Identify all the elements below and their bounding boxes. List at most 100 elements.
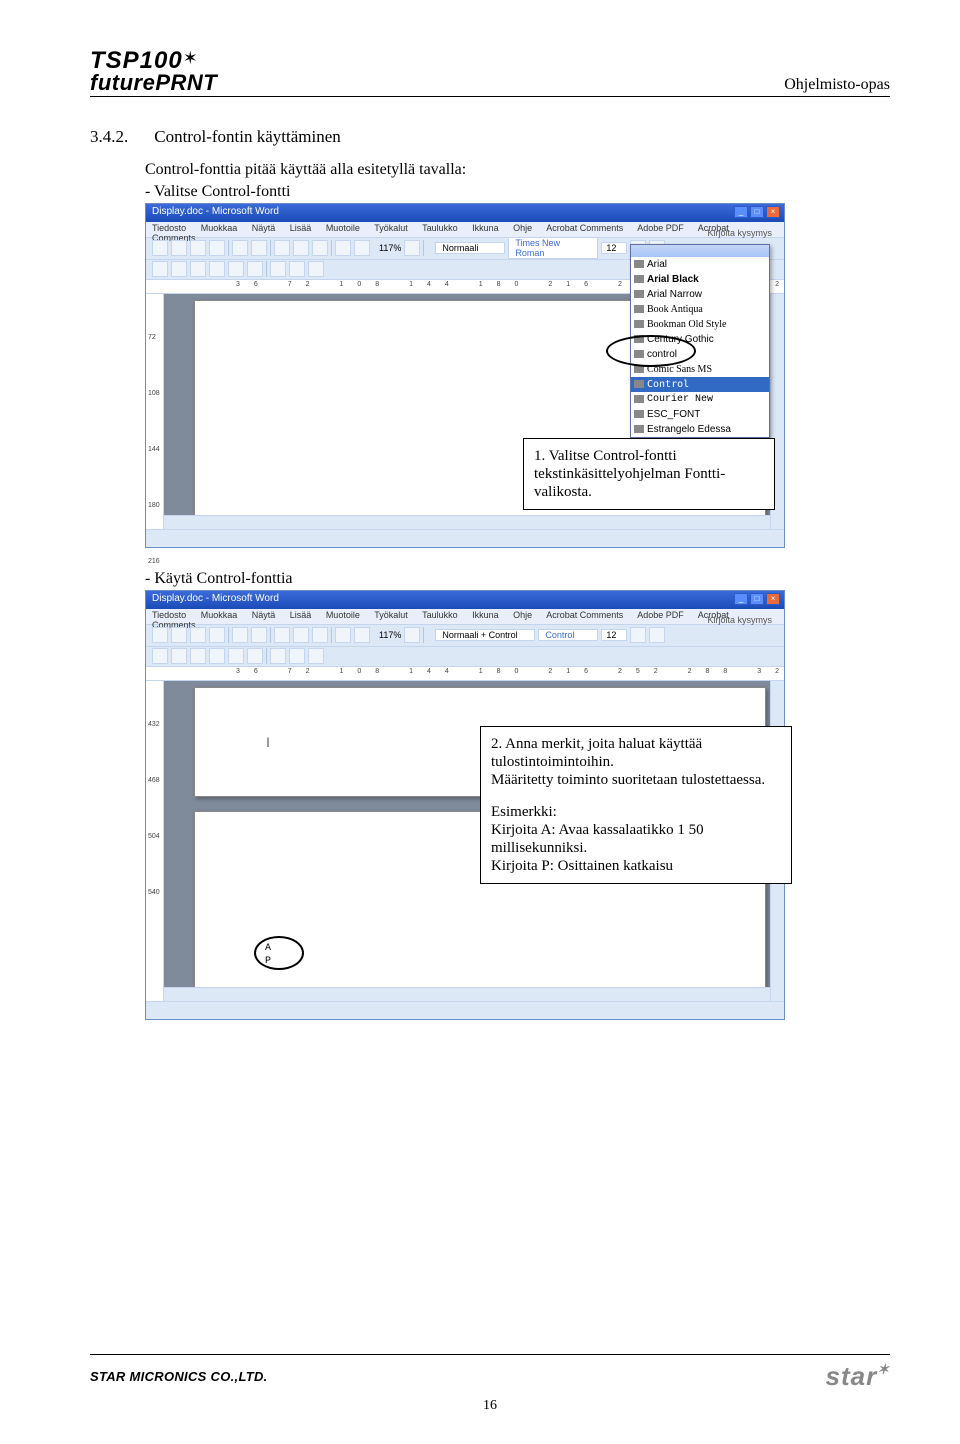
size-dropdown[interactable]: 12 <box>601 242 627 254</box>
menu-view[interactable]: Näytä <box>252 610 276 620</box>
toolbar-button[interactable] <box>232 627 248 643</box>
toolbar-button[interactable] <box>171 627 187 643</box>
maximize-button[interactable]: □ <box>750 593 764 605</box>
font-option[interactable]: Bookman Old Style <box>631 317 769 332</box>
ask-question-box[interactable]: Kirjoita kysymys <box>694 228 772 238</box>
toolbar-button[interactable] <box>312 240 328 256</box>
toolbar-button[interactable] <box>354 627 370 643</box>
window-title: Display.doc - Microsoft Word <box>152 593 279 604</box>
font-dropdown[interactable]: Control <box>538 629 598 641</box>
menu-tools[interactable]: Työkalut <box>374 223 408 233</box>
toolbar-button[interactable] <box>251 627 267 643</box>
toolbar-button[interactable] <box>270 261 286 277</box>
separator <box>331 627 332 643</box>
toolbar-button[interactable] <box>293 627 309 643</box>
toolbar-button[interactable] <box>228 648 244 664</box>
menu-acrobat-comments[interactable]: Acrobat Comments <box>546 610 623 620</box>
horizontal-scrollbar[interactable] <box>164 515 770 529</box>
toolbar-button[interactable] <box>251 240 267 256</box>
callout-1: 1. Valitse Control-fontti tekstinkäsitte… <box>523 438 775 510</box>
toolbar-button[interactable] <box>289 261 305 277</box>
minimize-button[interactable]: _ <box>734 593 748 605</box>
menu-window[interactable]: Ikkuna <box>472 223 499 233</box>
size-dropdown[interactable]: 12 <box>601 629 627 641</box>
toolbar-button[interactable] <box>228 261 244 277</box>
toolbar-button[interactable] <box>630 627 646 643</box>
zoom-field[interactable]: 117% <box>379 243 401 253</box>
toolbar-button[interactable] <box>190 648 206 664</box>
font-option[interactable]: Arial Narrow <box>631 287 769 302</box>
toolbar-button[interactable] <box>209 648 225 664</box>
menu-adobe-pdf[interactable]: Adobe PDF <box>637 223 684 233</box>
font-option[interactable]: Estrangelo Edessa <box>631 422 769 437</box>
toolbar-button[interactable] <box>354 240 370 256</box>
font-option[interactable]: Courier New <box>631 392 769 407</box>
minimize-button[interactable]: _ <box>734 206 748 218</box>
toolbar-button[interactable] <box>312 627 328 643</box>
font-option[interactable]: Book Antiqua <box>631 302 769 317</box>
toolbar-button[interactable] <box>152 240 168 256</box>
menu-file[interactable]: Tiedosto <box>152 610 186 620</box>
menu-table[interactable]: Taulukko <box>422 223 458 233</box>
font-option[interactable]: Arial <box>631 257 769 272</box>
toolbar-button[interactable] <box>152 261 168 277</box>
toolbar-button[interactable] <box>404 627 420 643</box>
horizontal-scrollbar[interactable] <box>164 987 770 1001</box>
word-menubar[interactable]: Tiedosto Muokkaa Näytä Lisää Muotoile Ty… <box>146 222 784 238</box>
toolbar-button[interactable] <box>152 648 168 664</box>
toolbar-button[interactable] <box>190 261 206 277</box>
font-option[interactable]: ESC_FONT <box>631 407 769 422</box>
toolbar-button[interactable] <box>308 261 324 277</box>
toolbar-button[interactable] <box>171 261 187 277</box>
menu-adobe-pdf[interactable]: Adobe PDF <box>637 610 684 620</box>
style-dropdown[interactable]: Normaali + Control <box>435 629 535 641</box>
menu-file[interactable]: Tiedosto <box>152 223 186 233</box>
menu-view[interactable]: Näytä <box>252 223 276 233</box>
close-button[interactable]: × <box>766 593 780 605</box>
maximize-button[interactable]: □ <box>750 206 764 218</box>
toolbar-button[interactable] <box>335 627 351 643</box>
toolbar-button[interactable] <box>171 648 187 664</box>
menu-help[interactable]: Ohje <box>513 223 532 233</box>
font-option-selected[interactable]: Control <box>631 377 769 392</box>
toolbar-button[interactable] <box>274 627 290 643</box>
close-button[interactable]: × <box>766 206 780 218</box>
toolbar-button[interactable] <box>308 648 324 664</box>
menu-table[interactable]: Taulukko <box>422 610 458 620</box>
toolbar-button[interactable] <box>190 627 206 643</box>
menu-format[interactable]: Muotoile <box>326 223 360 233</box>
toolbar-button[interactable] <box>171 240 187 256</box>
toolbar-button[interactable] <box>190 240 206 256</box>
menu-tools[interactable]: Työkalut <box>374 610 408 620</box>
toolbar-button[interactable] <box>232 240 248 256</box>
section-title: Control-fontin käyttäminen <box>154 127 341 146</box>
zoom-field[interactable]: 117% <box>379 630 401 640</box>
menu-insert[interactable]: Lisää <box>290 610 312 620</box>
toolbar-button[interactable] <box>152 627 168 643</box>
toolbar-button[interactable] <box>404 240 420 256</box>
toolbar-button[interactable] <box>209 240 225 256</box>
menu-format[interactable]: Muotoile <box>326 610 360 620</box>
menu-edit[interactable]: Muokkaa <box>201 223 238 233</box>
menu-insert[interactable]: Lisää <box>290 223 312 233</box>
toolbar-button[interactable] <box>209 261 225 277</box>
toolbar-button[interactable] <box>209 627 225 643</box>
toolbar-button[interactable] <box>270 648 286 664</box>
toolbar-button[interactable] <box>274 240 290 256</box>
toolbar-button[interactable] <box>335 240 351 256</box>
style-dropdown[interactable]: Normaali <box>435 242 505 254</box>
ask-question-box[interactable]: Kirjoita kysymys <box>694 615 772 625</box>
footer-brand-logo: star✶ <box>826 1361 890 1392</box>
toolbar-button[interactable] <box>293 240 309 256</box>
word-menubar[interactable]: Tiedosto Muokkaa Näytä Lisää Muotoile Ty… <box>146 609 784 625</box>
font-dropdown[interactable]: Times New Roman <box>508 237 598 259</box>
toolbar-button[interactable] <box>649 627 665 643</box>
toolbar-button[interactable] <box>247 648 263 664</box>
toolbar-button[interactable] <box>247 261 263 277</box>
menu-help[interactable]: Ohje <box>513 610 532 620</box>
menu-edit[interactable]: Muokkaa <box>201 610 238 620</box>
menu-window[interactable]: Ikkuna <box>472 610 499 620</box>
toolbar-button[interactable] <box>289 648 305 664</box>
font-option[interactable]: Arial Black <box>631 272 769 287</box>
menu-acrobat-comments[interactable]: Acrobat Comments <box>546 223 623 233</box>
